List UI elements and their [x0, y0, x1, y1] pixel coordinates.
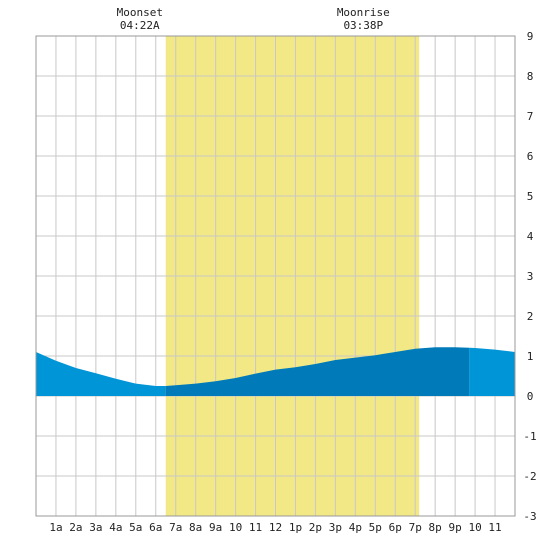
y-tick-label: -3: [523, 510, 536, 523]
annotation-name: Moonset: [117, 6, 163, 19]
x-tick-label: 5p: [369, 521, 382, 534]
y-tick-label: -1: [523, 430, 536, 443]
x-tick-label: 4p: [349, 521, 362, 534]
x-tick-label: 1a: [49, 521, 62, 534]
x-tick-label: 12: [269, 521, 282, 534]
x-tick-label: 11: [488, 521, 501, 534]
x-tick-label: 2p: [309, 521, 322, 534]
x-tick-label: 10: [468, 521, 481, 534]
y-tick-label: 7: [527, 110, 534, 123]
y-tick-label: 0: [527, 390, 534, 403]
x-tick-label: 2a: [69, 521, 82, 534]
annotation-time: 03:38P: [343, 19, 383, 32]
y-tick-label: 5: [527, 190, 534, 203]
grid-lines: [36, 35, 515, 517]
x-axis-labels: 1a 2a 3a 4a 5a 6a 7a 8a 9a 10 11 12 1p 2p 3p 4p 5p 6p 7p 8p…: [49, 521, 501, 534]
x-tick-label: 5a: [129, 521, 142, 534]
x-tick-label: 9p: [449, 521, 462, 534]
x-tick-label: 6p: [389, 521, 402, 534]
y-tick-label: 2: [527, 310, 534, 323]
y-tick-label: -2: [523, 470, 536, 483]
tide-area-late-night: [469, 347, 515, 396]
x-tick-label: 1p: [289, 521, 302, 534]
x-tick-label: 6a: [149, 521, 162, 534]
x-tick-label: 4a: [109, 521, 122, 534]
x-tick-label: 9a: [209, 521, 222, 534]
y-axis-labels: -3 -2 -1 0 1 2 3 4 5 6 7 8 9: [523, 30, 536, 523]
x-tick-label: 8p: [429, 521, 442, 534]
plot-border: [35, 35, 516, 517]
x-tick-label: 3a: [89, 521, 102, 534]
x-tick-label: 7a: [169, 521, 182, 534]
x-tick-label: 3p: [329, 521, 342, 534]
annotation-name: Moonrise: [337, 6, 390, 19]
y-tick-label: 6: [527, 150, 534, 163]
y-tick-label: 9: [527, 30, 534, 43]
x-tick-label: 8a: [189, 521, 202, 534]
y-tick-label: 4: [527, 230, 534, 243]
x-tick-label: 7p: [409, 521, 422, 534]
y-tick-label: 3: [527, 270, 534, 283]
y-tick-label: 8: [527, 70, 534, 83]
annotation-time: 04:22A: [120, 19, 160, 32]
y-tick-label: 1: [527, 350, 534, 363]
x-tick-label: 10: [229, 521, 242, 534]
tide-area-night: [36, 352, 166, 396]
tide-area-day: [165, 347, 470, 396]
x-tick-label: 11: [249, 521, 262, 534]
